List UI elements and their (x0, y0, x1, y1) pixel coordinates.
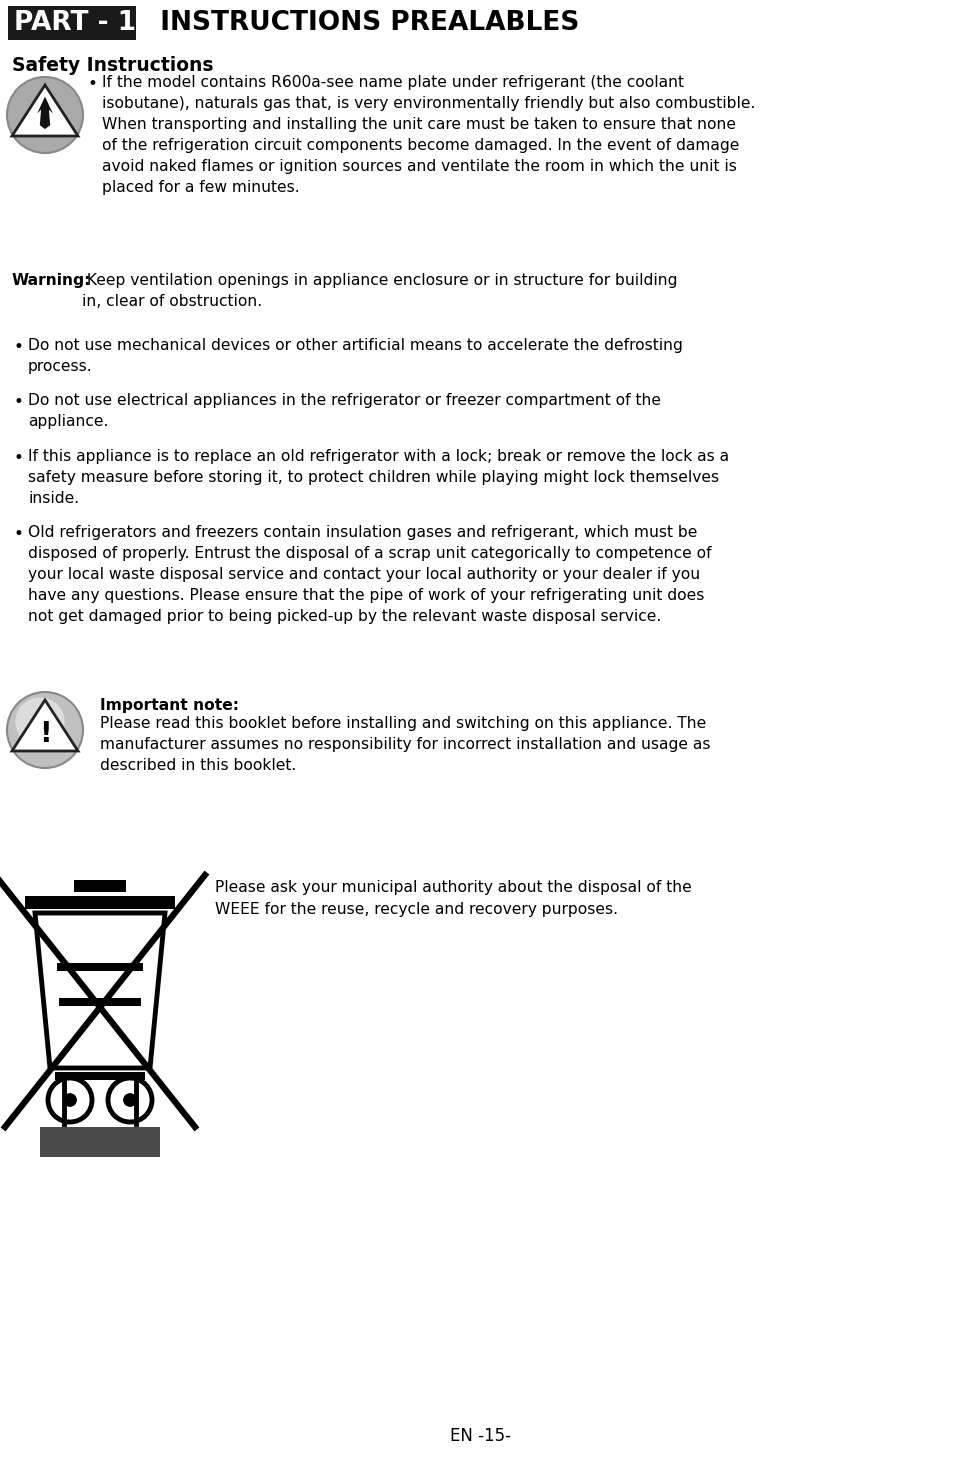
Text: If this appliance is to replace an old refrigerator with a lock; break or remove: If this appliance is to replace an old r… (28, 448, 730, 505)
FancyBboxPatch shape (55, 1072, 145, 1080)
Circle shape (7, 78, 83, 152)
FancyBboxPatch shape (60, 998, 141, 1006)
Text: Keep ventilation openings in appliance enclosure or in structure for building
in: Keep ventilation openings in appliance e… (82, 272, 678, 309)
Text: If the model contains R600a-see name plate under refrigerant (the coolant
isobut: If the model contains R600a-see name pla… (102, 75, 756, 195)
Text: Do not use mechanical devices or other artificial means to accelerate the defros: Do not use mechanical devices or other a… (28, 338, 683, 374)
Text: Warning:: Warning: (12, 272, 91, 289)
Text: !: ! (38, 719, 51, 749)
Text: Old refrigerators and freezers contain insulation gases and refrigerant, which m: Old refrigerators and freezers contain i… (28, 524, 711, 624)
Text: Safety Instructions: Safety Instructions (12, 56, 213, 75)
FancyBboxPatch shape (25, 897, 175, 908)
Polygon shape (12, 85, 78, 136)
Text: •: • (87, 75, 97, 92)
Text: •: • (14, 393, 24, 412)
Circle shape (63, 1094, 76, 1106)
FancyBboxPatch shape (74, 880, 126, 892)
Text: Do not use electrical appliances in the refrigerator or freezer compartment of t: Do not use electrical appliances in the … (28, 393, 661, 429)
Circle shape (124, 1094, 136, 1106)
Text: Please ask your municipal authority about the disposal of the
WEEE for the reuse: Please ask your municipal authority abou… (215, 880, 692, 917)
Text: Please read this booklet before installing and switching on this appliance. The
: Please read this booklet before installi… (100, 716, 710, 774)
Text: Important note:: Important note: (100, 697, 239, 713)
Text: •: • (14, 448, 24, 467)
Polygon shape (12, 700, 78, 752)
Text: PART - 1.: PART - 1. (14, 10, 146, 37)
Text: EN -15-: EN -15- (449, 1427, 511, 1444)
Text: INSTRUCTIONS PREALABLES: INSTRUCTIONS PREALABLES (142, 10, 580, 37)
FancyBboxPatch shape (40, 1127, 160, 1157)
Circle shape (7, 691, 83, 768)
FancyBboxPatch shape (8, 6, 136, 40)
Text: •: • (14, 524, 24, 544)
FancyBboxPatch shape (57, 963, 143, 971)
Polygon shape (37, 97, 53, 129)
Text: •: • (14, 338, 24, 356)
Circle shape (15, 697, 64, 747)
